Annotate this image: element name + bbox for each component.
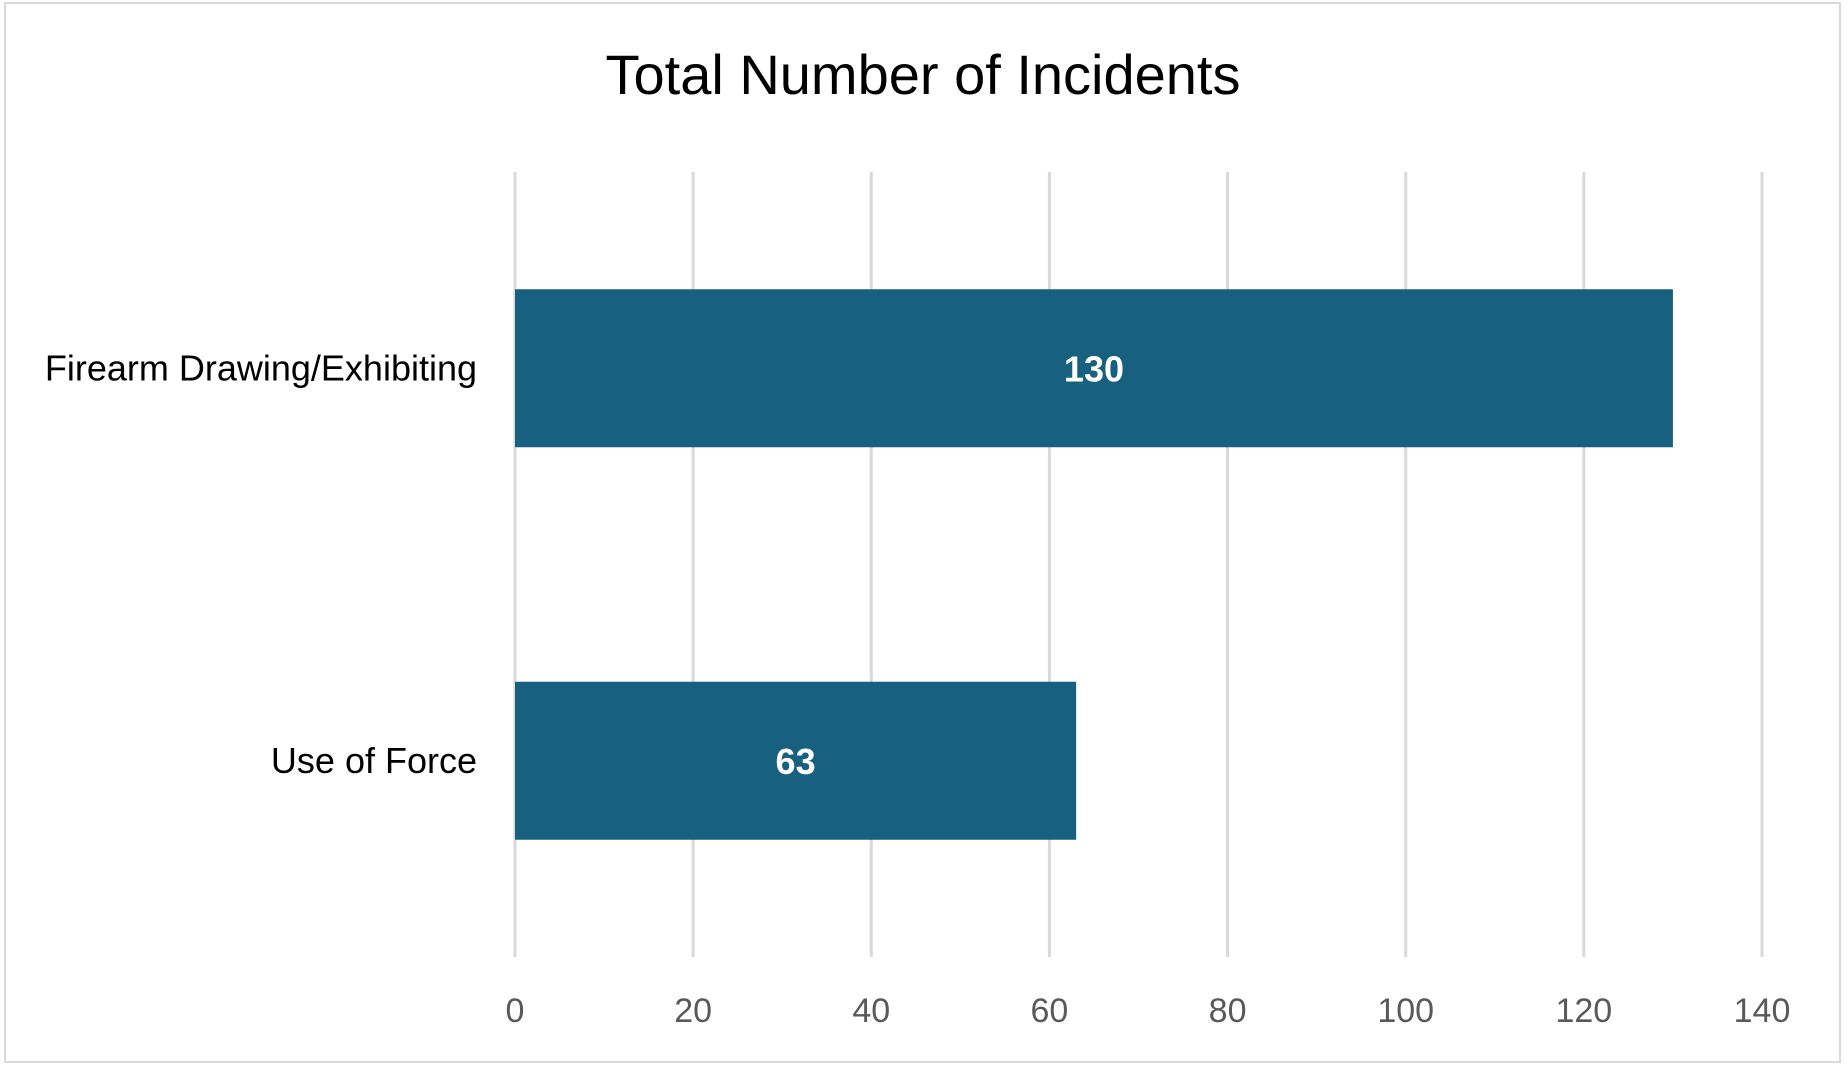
data-label-0: 130 — [1064, 348, 1124, 389]
data-label-1: 63 — [776, 741, 816, 782]
x-tick-label-80: 80 — [1209, 992, 1247, 1030]
x-tick-label-40: 40 — [852, 992, 890, 1030]
x-tick-label-100: 100 — [1377, 992, 1434, 1030]
x-tick-label-120: 120 — [1555, 992, 1612, 1030]
chart-frame — [4, 2, 1841, 1063]
x-tick-label-0: 0 — [506, 992, 525, 1030]
category-label-1: Use of Force — [271, 740, 477, 781]
x-tick-label-20: 20 — [674, 992, 712, 1030]
category-label-0: Firearm Drawing/Exhibiting — [45, 347, 477, 388]
bar-1 — [515, 681, 1077, 840]
category-labels: Firearm Drawing/Exhibiting Use of Force — [45, 347, 477, 781]
bars — [515, 289, 1673, 840]
x-tick-label-140: 140 — [1734, 992, 1791, 1030]
chart-title: Total Number of Incidents — [606, 43, 1241, 106]
x-tick-label-60: 60 — [1031, 992, 1069, 1030]
x-axis-ticks: 0 20 40 60 80 100 120 140 — [506, 992, 1791, 1030]
bar-0 — [515, 289, 1673, 448]
data-labels: 130 63 — [776, 348, 1124, 782]
